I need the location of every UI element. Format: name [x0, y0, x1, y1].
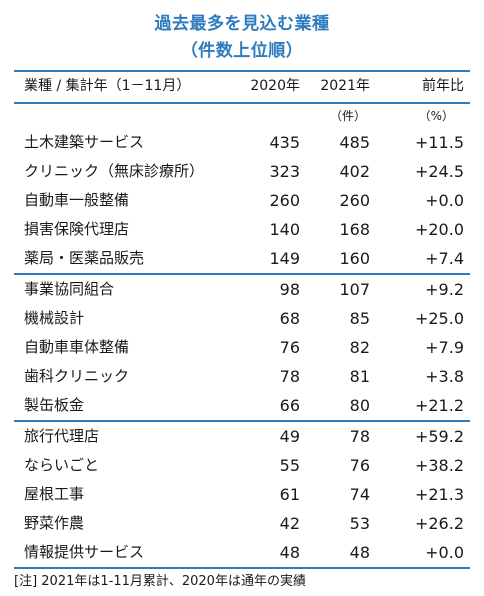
yoy-ratio: +9.2	[425, 280, 464, 299]
table-row: 歯科クリニック 78 81 +3.8	[14, 362, 470, 391]
yoy-ratio: +21.2	[414, 396, 464, 415]
industry-name: 機械設計	[24, 309, 85, 327]
count-2020: 78	[279, 367, 300, 386]
count-2021: 402	[339, 162, 370, 181]
count-2020: 149	[269, 249, 300, 268]
count-2021: 74	[349, 485, 370, 504]
yoy-ratio: +24.5	[414, 162, 464, 181]
count-2021: 53	[349, 514, 370, 533]
header-2020: 2020年	[250, 78, 300, 94]
industry-name: 野菜作農	[24, 514, 85, 532]
table-row: 自動車車体整備 76 82 +7.9	[14, 333, 470, 362]
count-2021: 76	[349, 456, 370, 475]
industry-name: 歯科クリニック	[24, 367, 130, 385]
header-ratio: 前年比	[422, 78, 464, 94]
industry-name: 屋根工事	[24, 485, 85, 503]
table-row: 製缶板金 66 80 +21.2	[14, 391, 470, 420]
unit-count: （件）	[329, 109, 366, 123]
table-row: クリニック（無床診療所） 323 402 +24.5	[14, 157, 470, 186]
footnote: [注] 2021年は1-11月累計、2020年は通年の実績	[14, 574, 306, 589]
count-2021: 260	[339, 191, 370, 210]
table-row: 野菜作農 42 53 +26.2	[14, 509, 470, 538]
header-2021: 2021年	[320, 78, 370, 94]
table-header: 業種 / 集計年（1－11月） 2020年 2021年 前年比	[14, 70, 470, 104]
count-2021: 485	[339, 133, 370, 152]
yoy-ratio: +3.8	[425, 367, 464, 386]
count-2020: 435	[269, 133, 300, 152]
table-row: 自動車一般整備 260 260 +0.0	[14, 186, 470, 215]
table-row: 事業協同組合 98 107 +9.2	[14, 273, 470, 304]
count-2020: 140	[269, 220, 300, 239]
yoy-ratio: +59.2	[414, 427, 464, 446]
header-category: 業種 / 集計年（1－11月）	[24, 78, 191, 94]
count-2020: 48	[279, 543, 300, 562]
count-2021: 160	[339, 249, 370, 268]
table-row: 屋根工事 61 74 +21.3	[14, 480, 470, 509]
table-row: 損害保険代理店 140 168 +20.0	[14, 215, 470, 244]
count-2020: 260	[269, 191, 300, 210]
count-2020: 61	[279, 485, 300, 504]
count-2020: 76	[279, 338, 300, 357]
yoy-ratio: +20.0	[414, 220, 464, 239]
table-row: 旅行代理店 49 78 +59.2	[14, 420, 470, 451]
yoy-ratio: +38.2	[414, 456, 464, 475]
industry-name: ならいごと	[24, 456, 100, 474]
yoy-ratio: +11.5	[414, 133, 464, 152]
units-row: （件） （%）	[14, 104, 470, 128]
industry-table: 業種 / 集計年（1－11月） 2020年 2021年 前年比 （件） （%） …	[14, 70, 470, 569]
industry-name: 事業協同組合	[24, 280, 115, 298]
yoy-ratio: +7.4	[425, 249, 464, 268]
unit-percent: （%）	[418, 109, 454, 123]
count-2020: 55	[279, 456, 300, 475]
count-2021: 107	[339, 280, 370, 299]
yoy-ratio: +0.0	[425, 543, 464, 562]
industry-name: 製缶板金	[24, 396, 85, 414]
count-2021: 82	[349, 338, 370, 357]
count-2021: 78	[349, 427, 370, 446]
industry-name: 自動車一般整備	[24, 191, 130, 209]
industry-name: 土木建築サービス	[24, 133, 145, 151]
yoy-ratio: +7.9	[425, 338, 464, 357]
count-2021: 81	[349, 367, 370, 386]
count-2020: 98	[279, 280, 300, 299]
count-2020: 323	[269, 162, 300, 181]
count-2021: 48	[349, 543, 370, 562]
count-2020: 66	[279, 396, 300, 415]
count-2021: 85	[349, 309, 370, 328]
yoy-ratio: +0.0	[425, 191, 464, 210]
table-body: 土木建築サービス 435 485 +11.5 クリニック（無床診療所） 323 402 +24…	[14, 128, 470, 569]
table-subtitle: （件数上位順）	[180, 41, 304, 61]
table-title: 過去最多を見込む業種	[154, 14, 330, 34]
industry-name: 情報提供サービス	[24, 543, 145, 561]
count-2020: 68	[279, 309, 300, 328]
table-row: 薬局・医薬品販売 149 160 +7.4	[14, 244, 470, 273]
industry-name: 損害保険代理店	[24, 220, 130, 238]
yoy-ratio: +21.3	[414, 485, 464, 504]
industry-name: 自動車車体整備	[24, 338, 130, 356]
industry-name: クリニック（無床診療所）	[24, 162, 205, 180]
yoy-ratio: +26.2	[414, 514, 464, 533]
table-row: 土木建築サービス 435 485 +11.5	[14, 128, 470, 157]
count-2021: 80	[349, 396, 370, 415]
count-2020: 49	[279, 427, 300, 446]
count-2020: 42	[279, 514, 300, 533]
yoy-ratio: +25.0	[414, 309, 464, 328]
count-2021: 168	[339, 220, 370, 239]
industry-name: 旅行代理店	[24, 427, 100, 445]
table-row: 機械設計 68 85 +25.0	[14, 304, 470, 333]
table-row: 情報提供サービス 48 48 +0.0	[14, 538, 470, 569]
table-row: ならいごと 55 76 +38.2	[14, 451, 470, 480]
industry-name: 薬局・医薬品販売	[24, 249, 145, 267]
